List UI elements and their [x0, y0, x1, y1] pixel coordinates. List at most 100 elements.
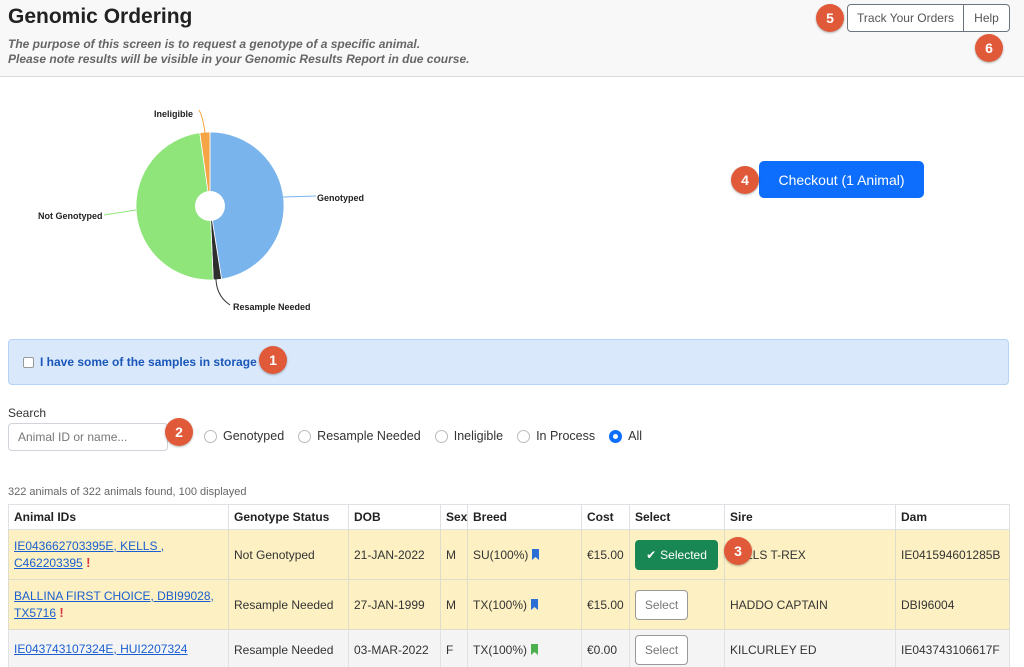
label-ineligible: Ineligible [154, 109, 193, 119]
search-label: Search [8, 406, 47, 420]
radio-button[interactable] [204, 429, 217, 443]
animal-link[interactable]: IE043743107324E, HUI2207324 [14, 642, 188, 656]
check-icon: ✔ [646, 547, 657, 562]
sire-cell: HADDO CAPTAIN [724, 579, 896, 630]
column-header[interactable]: Sire [724, 504, 896, 530]
resample-needed-leader-line [215, 274, 231, 306]
breed-cell: SU(100%) [467, 529, 582, 580]
label-genotyped: Genotyped [317, 193, 364, 203]
track-orders-button[interactable]: Track Your Orders [847, 4, 964, 32]
dam-cell: DBI96004 [895, 579, 1010, 630]
genotyped-leader-line [282, 195, 317, 198]
annotation-marker: 5 [816, 4, 844, 32]
column-header[interactable]: Cost [581, 504, 630, 530]
select-button-label: Selected [660, 547, 707, 562]
pie-slices [135, 131, 285, 281]
genotype-status-cell: Not Genotyped [228, 529, 349, 580]
radio-button[interactable] [434, 429, 448, 443]
label-not-genotyped: Not Genotyped [38, 211, 103, 221]
column-header[interactable]: Dam [895, 504, 1010, 530]
animal-ids-cell: IE043743107324E, HUI2207324 [8, 629, 229, 667]
column-header[interactable]: Breed [467, 504, 582, 530]
filter-label: In Process [536, 429, 596, 443]
label-resample-needed: Resample Needed [233, 302, 311, 312]
dob-cell: 27-JAN-1999 [348, 579, 441, 630]
cost-cell: €0.00 [581, 629, 630, 667]
subtitle-line-1: The purpose of this screen is to request… [8, 37, 421, 51]
sex-cell: M [440, 579, 468, 630]
storage-panel: I have some of the samples in storage [8, 339, 1009, 385]
filter-in-process[interactable]: In Process [517, 429, 595, 443]
animal-link[interactable]: IE043662703395E, KELLS , [14, 538, 165, 553]
animal-link-line2[interactable]: C462203395 [14, 555, 83, 570]
select-cell: Select [629, 629, 725, 667]
search-input[interactable] [8, 423, 168, 451]
storage-checkbox[interactable] [23, 357, 34, 368]
table-row: BALLINA FIRST CHOICE, DBI99028, TX5716 !… [8, 579, 1010, 630]
bookmark-icon [531, 643, 539, 655]
annotation-marker: 3 [724, 537, 752, 565]
pie-donut-hole [195, 191, 225, 221]
column-header[interactable]: Genotype Status [228, 504, 349, 530]
animal-ids-cell: IE043662703395E, KELLS , C462203395 ! [8, 529, 229, 580]
table-row: IE043662703395E, KELLS , C462203395 ! No… [8, 529, 1010, 580]
cost-cell: €15.00 [581, 579, 630, 630]
bookmark-icon [531, 598, 539, 610]
select-cell: Select [629, 579, 725, 630]
table-row: IE043743107324E, HUI2207324 Resample Nee… [8, 629, 1010, 667]
column-header[interactable]: Select [629, 504, 725, 530]
warning-icon: ! [86, 554, 91, 570]
checkout-button[interactable]: Checkout (1 Animal) [759, 161, 924, 198]
status-filter-radios: Genotyped Resample Needed Ineligible In … [204, 428, 656, 444]
select-button[interactable]: Select [635, 589, 688, 620]
pie-slice-not-genotyped[interactable] [135, 132, 214, 281]
radio-button[interactable] [517, 429, 531, 443]
help-button[interactable]: Help [964, 4, 1010, 32]
animal-ids-cell: BALLINA FIRST CHOICE, DBI99028, TX5716 ! [8, 579, 229, 630]
page-header: Genomic Ordering The purpose of this scr… [0, 0, 1024, 77]
page-subtitle: The purpose of this screen is to request… [8, 37, 469, 67]
filter-all[interactable]: All [609, 429, 642, 443]
storage-checkbox-label[interactable]: I have some of the samples in storage [40, 355, 257, 369]
dob-cell: 21-JAN-2022 [348, 529, 441, 580]
breed-text: SU(100%) [473, 547, 529, 562]
genotype-status-cell: Resample Needed [228, 629, 349, 667]
dam-cell: IE043743106617F [895, 629, 1010, 667]
filter-label: Genotyped [223, 429, 285, 443]
breed-text: TX(100%) [473, 597, 528, 612]
table-header-row: Animal IDs Genotype Status DOB Sex Breed… [8, 504, 1010, 530]
filter-resample-needed[interactable]: Resample Needed [298, 429, 421, 443]
filter-label: All [628, 429, 643, 443]
result-count: 322 animals of 322 animals found, 100 di… [8, 486, 247, 498]
page-title: Genomic Ordering [8, 5, 193, 28]
filter-genotyped[interactable]: Genotyped [204, 429, 284, 443]
column-header[interactable]: DOB [348, 504, 441, 530]
dob-cell: 03-MAR-2022 [348, 629, 441, 667]
sire-cell: KILCURLEY ED [724, 629, 896, 667]
sire-cell: KELLS T-REX [724, 529, 896, 580]
filter-ineligible[interactable]: Ineligible [434, 429, 503, 443]
annotation-marker: 6 [975, 34, 1003, 62]
ineligible-leader-line [198, 109, 206, 134]
column-header[interactable]: Sex [440, 504, 468, 530]
animal-link[interactable]: BALLINA FIRST CHOICE, DBI99028, [14, 588, 214, 603]
radio-button[interactable] [298, 429, 312, 443]
selected-button[interactable]: ✔ Selected [635, 539, 718, 570]
filter-label: Resample Needed [317, 429, 421, 443]
dam-cell: IE041594601285B [895, 529, 1010, 580]
radio-button-selected[interactable] [609, 429, 623, 443]
animal-link-line2[interactable]: TX5716 [14, 605, 57, 620]
header-button-group: Track Your Orders Help [847, 4, 1010, 32]
annotation-marker: 2 [165, 418, 193, 446]
sex-cell: M [440, 529, 468, 580]
breed-text: TX(100%) [473, 642, 528, 657]
column-header[interactable]: Animal IDs [8, 504, 229, 530]
annotation-marker: 1 [259, 346, 287, 374]
sex-cell: F [440, 629, 468, 667]
genotype-status-pie-chart: Genotyped Resample Needed Not Genotyped … [38, 109, 364, 312]
select-button[interactable]: Select [635, 634, 688, 665]
subtitle-line-2: Please note results will be visible in y… [8, 52, 470, 66]
genotype-status-cell: Resample Needed [228, 579, 349, 630]
pie-slice-genotyped[interactable] [209, 131, 285, 280]
